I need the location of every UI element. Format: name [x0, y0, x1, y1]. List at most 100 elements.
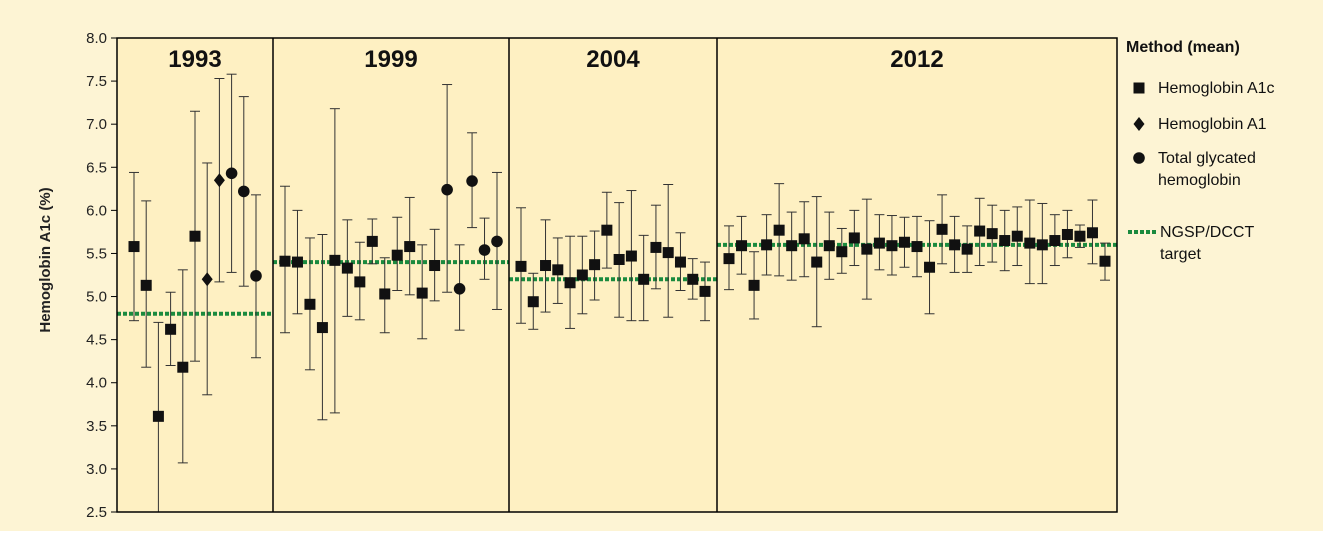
marker-square	[329, 254, 341, 266]
data-point	[491, 171, 503, 310]
marker-square	[836, 246, 848, 258]
marker-square	[601, 224, 613, 236]
panel-2004: 2004	[509, 46, 717, 330]
data-point	[961, 225, 973, 273]
legend-marker-diamond	[1133, 117, 1145, 131]
marker-square	[1011, 230, 1023, 242]
marker-diamond	[213, 173, 225, 188]
legend-item: NGSP/DCCT target	[1128, 224, 1254, 263]
data-point	[886, 215, 898, 276]
marker-square	[961, 243, 973, 255]
data-point	[404, 196, 416, 296]
panel-title: 2012	[890, 46, 943, 73]
marker-square	[761, 239, 773, 251]
data-point	[201, 162, 213, 396]
marker-circle	[453, 282, 466, 295]
marker-square	[898, 236, 910, 248]
data-point	[128, 171, 140, 322]
data-point	[924, 220, 936, 315]
legend-item: Total glycated hemoglobin	[1133, 150, 1256, 189]
plot-area: 1993 1999 2004 2012	[116, 37, 1118, 513]
data-point	[1049, 214, 1061, 267]
marker-square	[1049, 235, 1061, 247]
data-point	[304, 237, 316, 371]
data-point	[1086, 199, 1098, 265]
marker-square	[165, 323, 177, 335]
marker-circle	[238, 185, 250, 198]
data-point	[1024, 199, 1036, 285]
data-point	[576, 235, 588, 315]
marker-square	[564, 277, 576, 289]
data-point	[1074, 224, 1086, 248]
marker-square	[911, 241, 923, 253]
data-point	[723, 225, 735, 291]
data-point	[949, 215, 961, 273]
plot-frame	[116, 37, 1118, 513]
data-point	[189, 110, 201, 362]
data-point	[1061, 209, 1073, 259]
data-point	[898, 216, 910, 268]
marker-square	[699, 285, 711, 297]
marker-square	[515, 260, 527, 272]
data-point	[140, 200, 152, 368]
marker-square	[366, 235, 378, 247]
marker-square	[936, 223, 948, 235]
marker-square	[1061, 228, 1073, 240]
y-tick-label: 2.5	[86, 504, 107, 521]
marker-square	[650, 241, 662, 253]
chart-figure: 1993 1999 2004 2012 2.5 3.0 3.5 4.0 4.5 5.0 5.5 6.…	[0, 0, 1323, 531]
data-point	[861, 198, 873, 300]
marker-square	[873, 237, 885, 249]
y-tick-label: 7.0	[86, 116, 107, 133]
y-tick-label: 6.0	[86, 202, 107, 219]
marker-square	[1074, 230, 1086, 242]
marker-square	[687, 273, 699, 285]
marker-square	[429, 260, 441, 272]
marker-square	[354, 276, 366, 288]
marker-square	[1024, 237, 1036, 249]
marker-square	[886, 240, 898, 252]
data-point	[329, 108, 341, 414]
legend-title: Method (mean)	[1126, 39, 1240, 56]
data-point	[625, 190, 637, 322]
marker-square	[638, 273, 650, 285]
data-point	[650, 204, 662, 290]
legend-label: Total glycated	[1158, 150, 1256, 167]
marker-square	[723, 253, 735, 265]
data-point	[811, 196, 823, 328]
data-point	[177, 269, 189, 464]
legend-item: Hemoglobin A1c	[1133, 80, 1275, 97]
data-point	[936, 194, 948, 265]
marker-square	[924, 261, 936, 273]
legend-label: NGSP/DCCT	[1160, 224, 1254, 241]
data-point	[873, 214, 885, 271]
data-point	[429, 228, 441, 302]
marker-square	[662, 247, 674, 259]
marker-square	[416, 287, 428, 299]
data-point	[1011, 206, 1023, 267]
data-point	[527, 272, 539, 330]
marker-circle	[441, 183, 453, 196]
chart-svg: 1993 1999 2004 2012 2.5 3.0 3.5 4.0 4.5 5.0 5.5 6.…	[0, 0, 1323, 531]
legend-label: hemoglobin	[1158, 172, 1241, 189]
marker-square	[1036, 239, 1048, 251]
data-point	[786, 211, 798, 281]
marker-square	[848, 232, 860, 244]
data-point	[1036, 202, 1048, 285]
marker-square	[811, 256, 823, 268]
marker-square	[128, 241, 140, 253]
y-tick-label: 3.5	[86, 418, 107, 435]
y-tick-label: 7.5	[86, 73, 107, 90]
panel-title: 1993	[168, 46, 221, 73]
data-point	[699, 261, 711, 322]
legend-label: Hemoglobin A1	[1158, 116, 1267, 133]
marker-square	[189, 230, 201, 242]
marker-circle	[491, 235, 503, 248]
marker-circle	[466, 175, 478, 187]
legend-label: Hemoglobin A1c	[1158, 80, 1275, 97]
data-point	[823, 211, 835, 280]
marker-square	[291, 256, 303, 268]
plot-background	[117, 38, 1117, 512]
data-point	[761, 214, 773, 276]
panel-2012: 2012	[717, 46, 1117, 328]
